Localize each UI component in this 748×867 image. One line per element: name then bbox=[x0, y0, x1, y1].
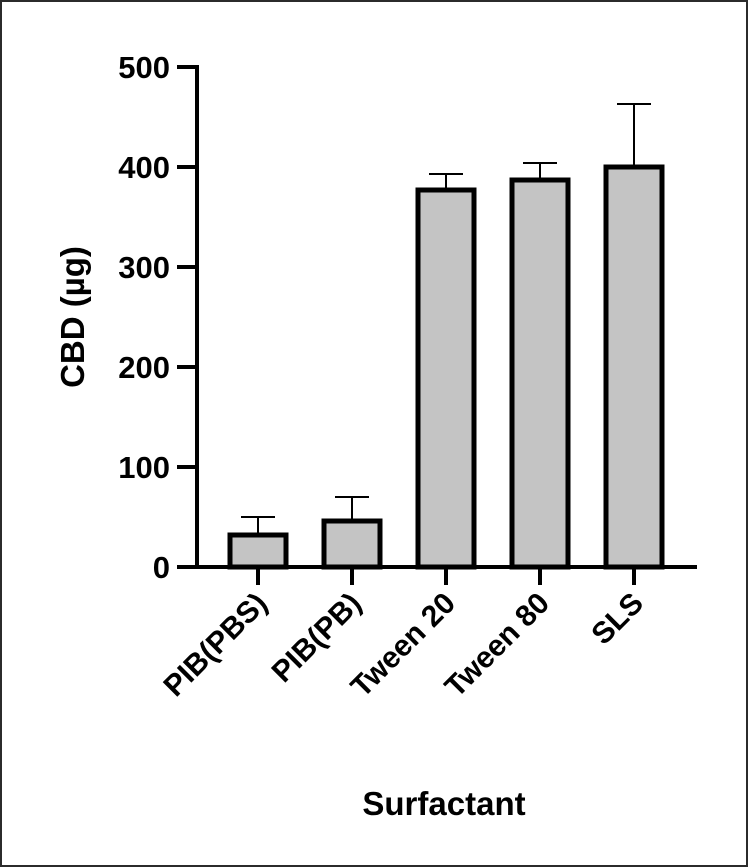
bar bbox=[321, 518, 383, 570]
y-tick-label: 300 bbox=[118, 250, 170, 285]
y-tick-label: 200 bbox=[118, 350, 170, 385]
y-tick-label: 0 bbox=[153, 550, 170, 585]
bar bbox=[227, 532, 289, 570]
x-tick-label: SLS bbox=[585, 587, 650, 652]
bar bbox=[603, 164, 665, 570]
x-tick-label: Tween 80 bbox=[439, 587, 556, 704]
bar bbox=[415, 187, 477, 570]
bar bbox=[509, 177, 571, 570]
x-axis-title: Surfactant bbox=[362, 785, 525, 822]
y-tick-label: 500 bbox=[118, 50, 170, 85]
bars bbox=[227, 164, 665, 570]
y-tick-label: 100 bbox=[118, 450, 170, 485]
y-tick-label: 400 bbox=[118, 150, 170, 185]
y-axis-ticks: 0 100 200 300 400 500 bbox=[118, 50, 197, 585]
error-bars bbox=[241, 103, 651, 535]
x-tick-label: PIB(PBS) bbox=[157, 587, 273, 703]
y-axis-title: CBD (µg) bbox=[54, 246, 91, 388]
